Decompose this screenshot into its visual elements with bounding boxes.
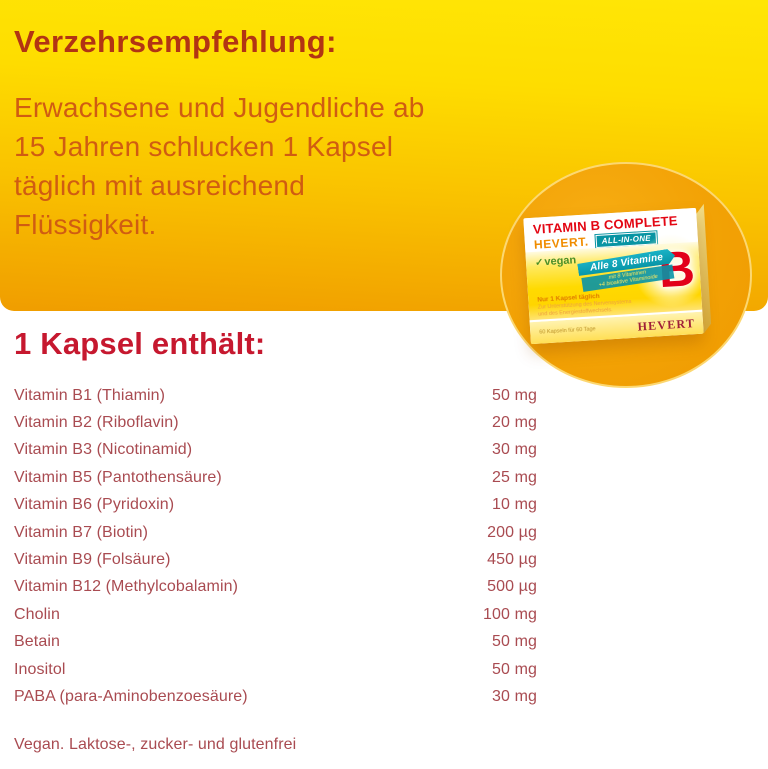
recommendation-heading: Verzehrsempfehlung: (14, 24, 337, 59)
ingredient-amount: 50 mg (492, 660, 537, 678)
ingredient-name: Cholin (14, 605, 60, 623)
recommendation-text: Erwachsene und Jugendliche ab 15 Jahren … (14, 92, 425, 240)
ingredient-amount: 30 mg (492, 687, 537, 705)
ingredient-row: Vitamin B12 (Methylcobalamin) 500 µg (14, 574, 537, 601)
package-front-face: VITAMIN B COMPLETE HEVERT. ALL-IN-ONE ✓v… (523, 207, 704, 345)
ingredient-amount: 200 µg (487, 523, 537, 541)
ingredient-row: Vitamin B3 (Nicotinamid) 30 mg (14, 437, 537, 464)
ingredient-row: Vitamin B1 (Thiamin) 50 mg (14, 382, 537, 409)
ingredient-name: Vitamin B6 (Pyridoxin) (14, 496, 175, 514)
ingredient-row: Vitamin B2 (Riboflavin) 20 mg (14, 409, 537, 436)
ingredient-name: Inositol (14, 660, 66, 678)
ingredient-name: Vitamin B2 (Riboflavin) (14, 414, 179, 432)
ingredient-row: PABA (para-Aminobenzoesäure) 30 mg (14, 683, 537, 710)
ingredient-amount: 25 mg (492, 468, 537, 486)
ingredients-table: Vitamin B1 (Thiamin) 50 mg Vitamin B2 (Rib… (14, 382, 537, 711)
ingredient-name: Vitamin B1 (Thiamin) (14, 386, 166, 404)
product-package: VITAMIN B COMPLETE HEVERT. ALL-IN-ONE ✓v… (523, 203, 712, 345)
package-fine-print: Nur 1 Kapsel täglich Zur Unterstützung d… (537, 291, 632, 318)
ingredient-row: Vitamin B9 (Folsäure) 450 µg (14, 546, 537, 573)
vegan-check-icon: ✓ (534, 257, 544, 269)
ingredient-amount: 50 mg (492, 633, 537, 651)
contents-heading: 1 Kapsel enthält: (14, 326, 266, 361)
hevert-logo: HEVERT (637, 315, 696, 334)
package-midsection: ✓vegan B Alle 8 Vitamine mit 8 Vitaminen… (525, 231, 704, 321)
ingredient-row: Inositol 50 mg (14, 656, 537, 683)
ingredient-row: Cholin 100 mg (14, 601, 537, 628)
vegan-text: vegan (544, 254, 577, 269)
ingredient-name: Betain (14, 633, 60, 651)
ingredient-row: Betain 50 mg (14, 629, 537, 656)
ingredient-row: Vitamin B6 (Pyridoxin) 10 mg (14, 492, 537, 519)
ingredient-amount: 100 mg (483, 605, 537, 623)
ingredient-name: Vitamin B5 (Pantothensäure) (14, 468, 222, 486)
ingredient-amount: 500 µg (487, 578, 537, 596)
footer-claim: Vegan. Laktose-, zucker- und glutenfrei (14, 736, 297, 753)
vegan-label: ✓vegan (535, 254, 577, 268)
ingredient-amount: 20 mg (492, 414, 537, 432)
ingredient-name: Vitamin B3 (Nicotinamid) (14, 441, 193, 459)
ingredient-name: Vitamin B9 (Folsäure) (14, 551, 171, 569)
ingredient-amount: 450 µg (487, 551, 537, 569)
ingredient-name: PABA (para-Aminobenzoesäure) (14, 687, 248, 705)
ingredient-row: Vitamin B5 (Pantothensäure) 25 mg (14, 464, 537, 491)
pack-size-text: 60 Kapseln für 60 Tage (539, 326, 596, 336)
ingredient-name: Vitamin B12 (Methylcobalamin) (14, 578, 239, 596)
ingredient-amount: 10 mg (492, 496, 537, 514)
ingredient-amount: 30 mg (492, 441, 537, 459)
ingredient-row: Vitamin B7 (Biotin) 200 µg (14, 519, 537, 546)
ingredient-name: Vitamin B7 (Biotin) (14, 523, 149, 541)
ingredient-amount: 50 mg (492, 386, 537, 404)
